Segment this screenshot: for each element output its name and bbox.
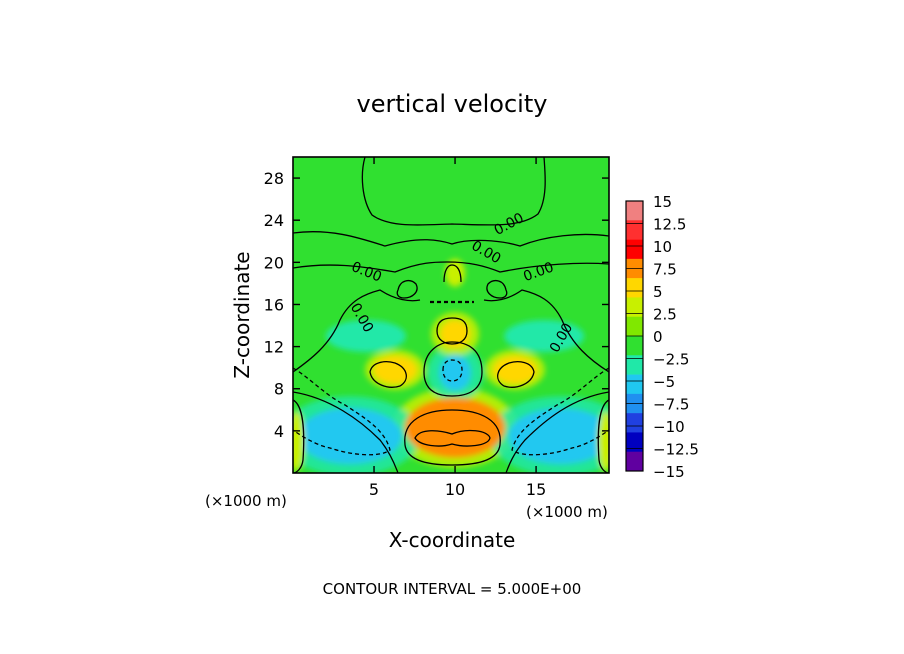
y-tick-label: 20 [264,253,284,272]
colorbar-label: 0 [653,328,663,346]
contour-zero-top [361,157,546,226]
blob-edge-updraft-right [597,411,609,472]
colorbar-label: −12.5 [653,441,699,459]
y-axis-label: Z-coordinate [230,251,254,378]
y-tick-label: 28 [264,169,284,188]
x-unit-label-left: (×1000 m) [205,492,287,510]
colorbar-segment [626,239,643,260]
colorbar-label: −5 [653,373,675,391]
blob-downdraft-left [297,408,402,465]
y-tick-label: 16 [264,295,284,314]
x-axis: 5 10 15 [369,157,546,499]
contour-upper-updraft [436,317,468,345]
colorbar-segment [626,201,643,221]
contour-zero-left [293,289,421,373]
contour-zero-right [483,289,609,373]
colorbar-label: −7.5 [653,396,689,414]
y-tick-label: 24 [264,211,284,230]
contour-zero-lower-left [293,391,399,473]
contour-edge-right [597,399,609,473]
y-tick-label: 12 [264,338,284,357]
colorbar-segment [626,374,643,395]
colorbar-segment [626,336,643,356]
colorbar-label: 10 [653,238,672,256]
contour-updraft-outer [404,409,501,466]
y-tick-label: 8 [274,380,284,399]
blob-cyan-left [325,320,406,353]
blob-updraft-core [405,397,506,458]
colorbar-label: −2.5 [653,351,689,369]
contour-side-left [369,361,407,388]
contour-lines [293,157,609,473]
contour-lobe-right [486,279,508,299]
colorbar-segment [626,316,643,337]
contour-lobe-left [396,279,418,299]
colorbar-label: 12.5 [653,216,686,234]
contour-neg-center [442,359,463,382]
x-axis-label: X-coordinate [389,528,516,552]
colorbar-label: 7.5 [653,261,677,279]
contour-plume [443,264,462,283]
blob-downdraft-right [508,408,609,465]
plot-area: 0.000.000.00 0.000.000.00 [293,157,609,473]
blob-edge-updraft-left [293,411,305,472]
blob-central-downdraft [439,354,472,391]
contour-strong-updraft [414,429,491,447]
y-tick-label: 4 [274,422,284,441]
contour-interval-footer: CONTOUR INTERVAL = 5.000E+00 [323,580,582,598]
x-unit-label-right: (×1000 m) [526,503,608,521]
colorbar-label: −10 [653,418,685,436]
y-axis: 4 8 12 16 20 24 28 [264,169,609,441]
colorbar-segment [626,220,643,240]
blob-side-updraft-left [373,355,418,384]
x-tick-label: 15 [526,480,546,499]
contour-edge-left [293,399,305,473]
x-tick-label: 5 [369,480,379,499]
colorbar-segment [626,278,643,298]
colorbar-segment [626,432,643,453]
colorbar-label: −15 [653,463,685,481]
contour-zero-mid [293,261,609,273]
colorbar-segment [626,413,643,433]
contour-side-right [497,361,535,388]
x-tick-label: 10 [445,480,465,499]
colorbar-segment [626,355,643,375]
blob-cyan-right [504,320,585,353]
colorbar-segment [626,451,643,472]
contour-zero-band [293,231,609,247]
colorbar: 15 12.5 10 7.5 5 2.5 0 −2.5 −5 −7.5 −10 −12.5 −15 [625,193,699,481]
contour-neg-left [293,367,391,456]
contour-neg-right [511,367,609,456]
plot-frame [292,156,610,474]
colorbar-segment [626,297,643,318]
colorbar-label: 5 [653,283,663,301]
chart-title: vertical velocity [357,90,548,118]
colorbar-label: 2.5 [653,306,677,324]
colorbar-label: 15 [653,193,672,211]
contour-zero-lower-right [505,391,609,473]
contour-center-ring [423,341,483,397]
